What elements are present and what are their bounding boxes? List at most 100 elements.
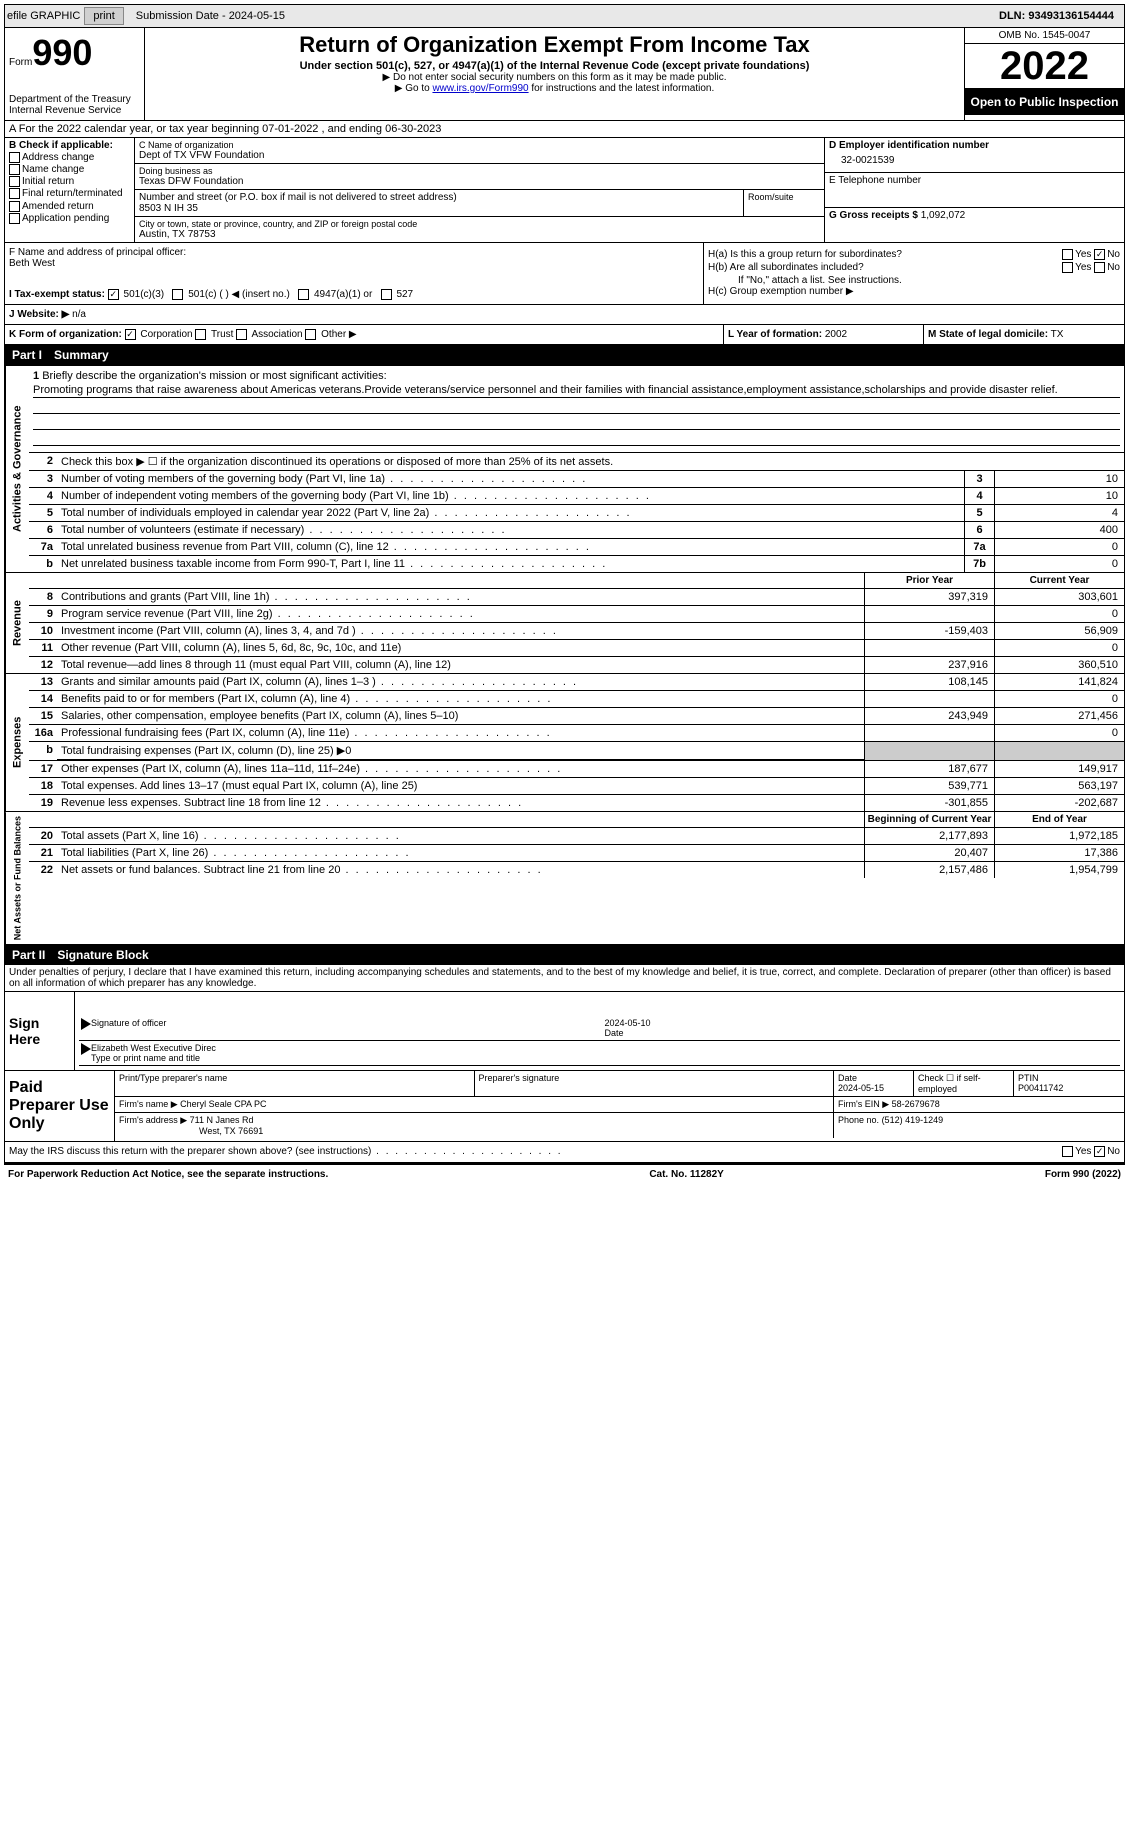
discuss-yes[interactable] — [1062, 1146, 1073, 1157]
tax-year: 2022 — [965, 44, 1124, 89]
check-4947[interactable] — [298, 289, 309, 300]
room-label: Room/suite — [744, 190, 824, 216]
form-number: 990 — [32, 32, 92, 73]
check-527[interactable] — [381, 289, 392, 300]
row-a: A For the 2022 calendar year, or tax yea… — [4, 121, 1125, 138]
org-name: Dept of TX VFW Foundation — [139, 150, 820, 161]
k-corp[interactable] — [125, 329, 136, 340]
discuss-text: May the IRS discuss this return with the… — [9, 1146, 563, 1157]
dba-label: Doing business as — [139, 166, 820, 176]
sign-label: Sign Here — [5, 992, 75, 1070]
line18-text: Total expenses. Add lines 13–17 (must eq… — [57, 778, 864, 794]
k-assoc[interactable] — [236, 329, 247, 340]
col-b: B Check if applicable: Address change Na… — [5, 138, 135, 242]
hb-yes[interactable] — [1062, 262, 1073, 273]
part2-header: Part II Signature Block — [4, 945, 1125, 965]
omb-number: OMB No. 1545-0047 — [965, 28, 1124, 44]
k-trust[interactable] — [195, 329, 206, 340]
line16a-text: Professional fundraising fees (Part IX, … — [57, 725, 864, 741]
part2-tab: Part II — [12, 948, 45, 962]
l-label: L Year of formation: — [728, 329, 822, 340]
dln: DLN: 93493136154444 — [999, 10, 1122, 22]
dept-treasury: Department of the Treasury — [9, 94, 140, 105]
ha-label: H(a) Is this a group return for subordin… — [708, 249, 902, 260]
check-final: Final return/terminated — [9, 188, 130, 199]
note-goto-post: for instructions and the latest informat… — [529, 83, 715, 94]
part1-tab: Part I — [12, 348, 42, 362]
paid-preparer: Paid Preparer Use Only Print/Type prepar… — [4, 1071, 1125, 1142]
fh-row: F Name and address of principal officer:… — [4, 243, 1125, 305]
side-exp: Expenses — [5, 674, 29, 811]
line15-text: Salaries, other compensation, employee b… — [57, 708, 864, 724]
expenses-section: Expenses 13 Grants and similar amounts p… — [4, 674, 1125, 812]
irs-link[interactable]: www.irs.gov/Form990 — [432, 83, 528, 94]
check-amended: Amended return — [9, 201, 130, 212]
year-formation: 2002 — [825, 329, 847, 340]
side-net: Net Assets or Fund Balances — [5, 812, 29, 944]
line3-text: Number of voting members of the governin… — [57, 471, 964, 487]
hb-no[interactable] — [1094, 262, 1105, 273]
current-year-header: Current Year — [994, 573, 1124, 588]
part2-title: Signature Block — [57, 948, 148, 962]
line21-text: Total liabilities (Part X, line 26) — [57, 845, 864, 861]
net-assets-section: Net Assets or Fund Balances Beginning of… — [4, 812, 1125, 945]
klm-row: K Form of organization: Corporation Trus… — [4, 325, 1125, 345]
check-501c[interactable] — [172, 289, 183, 300]
website-row: J Website: ▶ n/a — [4, 305, 1125, 325]
prep-sig-label: Preparer's signature — [475, 1071, 835, 1096]
sign-here: Sign Here Signature of officer 2024-05-1… — [4, 992, 1125, 1071]
check-pending: Application pending — [9, 213, 130, 224]
officer-name: Beth West — [9, 258, 699, 269]
side-rev: Revenue — [5, 573, 29, 673]
dba-name: Texas DFW Foundation — [139, 176, 820, 187]
inspection-label: Open to Public Inspection — [965, 89, 1124, 115]
d-label: D Employer identification number — [829, 140, 1120, 151]
e-label: E Telephone number — [829, 175, 1120, 186]
check-501c3[interactable] — [108, 289, 119, 300]
street-label: Number and street (or P.O. box if mail i… — [139, 192, 739, 203]
prior-year-header: Prior Year — [864, 573, 994, 588]
ha-no[interactable] — [1094, 249, 1105, 260]
col-b-header: B Check if applicable: — [9, 140, 130, 151]
line4-val: 10 — [994, 488, 1124, 504]
k-other[interactable] — [305, 329, 316, 340]
irs-label: Internal Revenue Service — [9, 105, 140, 116]
line6-text: Total number of volunteers (estimate if … — [57, 522, 964, 538]
line7a-val: 0 — [994, 539, 1124, 555]
ha-yes[interactable] — [1062, 249, 1073, 260]
name-title-label: Type or print name and title — [91, 1053, 1118, 1063]
hc-label: H(c) Group exemption number ▶ — [708, 286, 1120, 297]
line16b-text: Total fundraising expenses (Part IX, col… — [57, 742, 864, 760]
line17-text: Other expenses (Part IX, column (A), lin… — [57, 761, 864, 777]
mission-num: 1 — [33, 370, 39, 382]
line11-text: Other revenue (Part VIII, column (A), li… — [57, 640, 864, 656]
g-label: G Gross receipts $ — [829, 210, 918, 221]
footer-mid: Cat. No. 11282Y — [649, 1169, 723, 1180]
officer-print-name: Elizabeth West Executive Direc — [91, 1043, 1118, 1053]
f-label: F Name and address of principal officer: — [9, 247, 699, 258]
line20-text: Total assets (Part X, line 16) — [57, 828, 864, 844]
line7b-text: Net unrelated business taxable income fr… — [57, 556, 964, 572]
line8-text: Contributions and grants (Part VIII, lin… — [57, 589, 864, 605]
mission-label: Briefly describe the organization's miss… — [42, 370, 386, 382]
form-subtitle: Under section 501(c), 527, or 4947(a)(1)… — [149, 60, 960, 72]
part1-header: Part I Summary — [4, 345, 1125, 365]
line3-val: 10 — [994, 471, 1124, 487]
print-button[interactable]: print — [84, 7, 123, 25]
revenue-section: Revenue Prior Year Current Year 8 Contri… — [4, 573, 1125, 674]
note-ssn: ▶ Do not enter social security numbers o… — [149, 72, 960, 83]
begin-year-header: Beginning of Current Year — [864, 812, 994, 827]
website: n/a — [72, 309, 86, 320]
c-label: C Name of organization — [139, 140, 820, 150]
line19-text: Revenue less expenses. Subtract line 18 … — [57, 795, 864, 811]
check-initial: Initial return — [9, 176, 130, 187]
discuss-no[interactable] — [1094, 1146, 1105, 1157]
prep-name-label: Print/Type preparer's name — [115, 1071, 475, 1096]
submission-date: Submission Date - 2024-05-15 — [128, 8, 293, 24]
street: 8503 N IH 35 — [139, 203, 739, 214]
side-ag: Activities & Governance — [5, 366, 29, 572]
line6-val: 400 — [994, 522, 1124, 538]
line4-text: Number of independent voting members of … — [57, 488, 964, 504]
top-bar: efile GRAPHIC print Submission Date - 20… — [4, 4, 1125, 28]
check-address: Address change — [9, 152, 130, 163]
